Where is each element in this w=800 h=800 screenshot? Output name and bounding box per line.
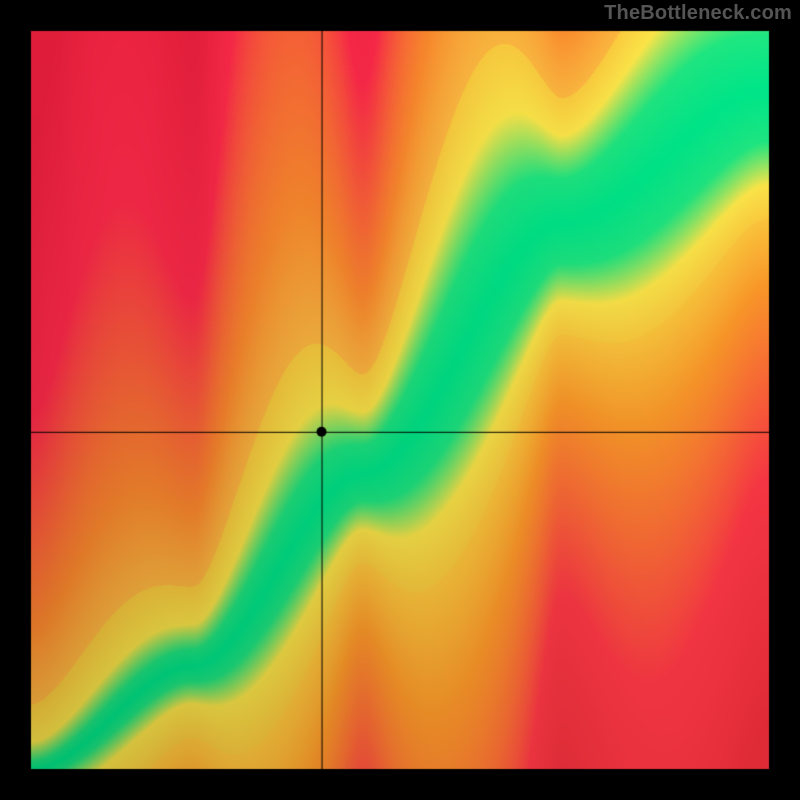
bottleneck-heatmap [0,0,800,800]
watermark-text: TheBottleneck.com [604,2,792,25]
chart-container: TheBottleneck.com [0,0,800,800]
